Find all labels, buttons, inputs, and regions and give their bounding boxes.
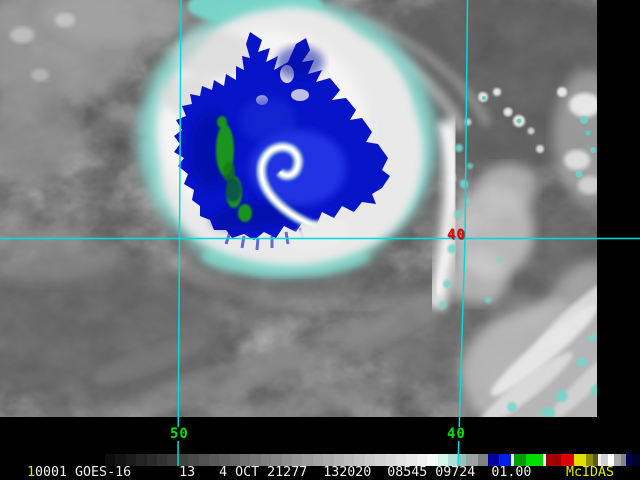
colorbar-segment [156, 454, 168, 466]
colorbar-segment [375, 454, 386, 466]
colorbar-segment [312, 454, 324, 466]
colorbar-segment [437, 454, 448, 466]
hurricane [138, 0, 436, 277]
cloud-field [0, 0, 597, 417]
colorbar-segment [271, 454, 282, 466]
colorbar-segment [560, 454, 574, 466]
colorbar-segment [115, 454, 126, 466]
colorbar-segment [620, 454, 626, 466]
colorbar-segment [631, 454, 640, 466]
colorbar-segment [592, 454, 598, 466]
colorbar-segment [498, 454, 511, 466]
colorbar-segment [513, 454, 526, 466]
colorbar-segment [447, 454, 459, 466]
colorbar-segment [385, 454, 396, 466]
colorbar-segment [585, 454, 593, 466]
colorbar-segment [416, 454, 428, 466]
colorbar-segment [219, 454, 230, 466]
colorbar-segment [292, 454, 303, 466]
colorbar-segment [406, 454, 417, 466]
colorbar-segment [354, 454, 365, 466]
colorbar-segment [545, 454, 561, 466]
colorbar-segment [613, 454, 621, 466]
colorbar-segment [250, 454, 261, 466]
colorbar-segment [198, 454, 209, 466]
longitude-label-left: 50 [168, 426, 191, 442]
colorbar-segment [487, 454, 499, 466]
frame-number: 1 [27, 465, 36, 480]
colorbar-segment [343, 454, 355, 466]
colorbar-segment [573, 454, 586, 466]
colorbar-segment [208, 454, 220, 466]
colorbar-segment [600, 454, 608, 466]
colorbar-segment [395, 454, 407, 466]
hurricane-eye-spiral [255, 141, 320, 233]
colorbar-segment [625, 454, 632, 466]
colorbar-segment [542, 454, 546, 466]
colorbar-segment [105, 454, 116, 466]
colorbar-segment [188, 454, 199, 466]
image-readout: 0001 GOES-16 13 4 OCT 21277 132020 08545… [35, 465, 532, 480]
colorbar-segment [333, 454, 344, 466]
colorbar-segment [302, 454, 313, 466]
colorbar-segment [167, 454, 178, 466]
longitude-label-right: 40 [445, 426, 468, 442]
colorbar-segment [177, 454, 189, 466]
colorbar-segment [607, 454, 614, 466]
status-bar: 10001 GOES-16 13 4 OCT 21277 132020 0854… [0, 465, 640, 480]
colorbar-segment [136, 454, 147, 466]
colorbar-segment [125, 454, 137, 466]
colorbar-segment [597, 454, 601, 466]
colorbar-segment [477, 454, 488, 466]
colorbar-segment [525, 454, 543, 466]
colorbar-segment [146, 454, 157, 466]
satellite-image [0, 0, 597, 417]
colorbar-segment [260, 454, 272, 466]
colorbar-segment [510, 454, 514, 466]
colorbar-segment [323, 454, 334, 466]
colorbar-segment [364, 454, 376, 466]
colorbar-segment [465, 454, 478, 466]
colorbar-segment [240, 454, 251, 466]
colorbar-segment [281, 454, 293, 466]
latitude-label: 40 [447, 227, 466, 243]
colorbar-segment [427, 454, 438, 466]
colorbar-segment [229, 454, 241, 466]
enhancement-colorbar [105, 454, 640, 466]
mcidas-brand-label: McIDAS [565, 465, 614, 480]
status-readout: 10001 GOES-16 13 4 OCT 21277 132020 0854… [27, 466, 531, 479]
